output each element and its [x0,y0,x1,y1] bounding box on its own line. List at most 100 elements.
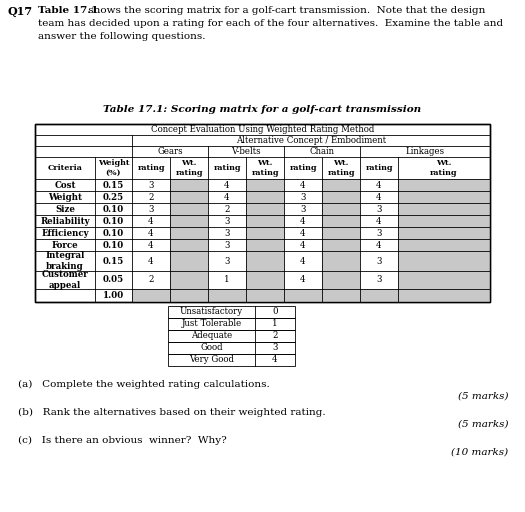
Bar [208,289,246,302]
Text: Table 17.1: Scoring matrix for a golf-cart transmission: Table 17.1: Scoring matrix for a golf-ca… [103,105,421,114]
Bar [398,251,490,271]
Bar [168,342,295,354]
Text: 4: 4 [300,241,306,249]
Bar [170,271,208,289]
Text: 3: 3 [376,257,382,266]
Text: (5 marks): (5 marks) [457,392,508,401]
Text: 4: 4 [148,241,154,249]
Text: Chain: Chain [310,147,334,156]
Text: 4: 4 [300,257,306,266]
Text: 3: 3 [224,257,230,266]
Bar [132,289,170,302]
Text: 2: 2 [148,193,154,202]
Text: answer the following questions.: answer the following questions. [38,32,205,41]
Text: Unsatisfactory: Unsatisfactory [180,308,243,316]
Text: Efficiency: Efficiency [41,228,89,238]
Text: V-belts: V-belts [231,147,261,156]
Bar [322,179,360,191]
Bar [398,289,490,302]
Text: rating: rating [137,164,165,172]
Bar [322,203,360,215]
Bar [398,215,490,227]
Text: 0.10: 0.10 [103,217,124,225]
Text: team has decided upon a rating for each of the four alternatives.  Examine the t: team has decided upon a rating for each … [38,19,503,28]
Bar [360,289,398,302]
Text: Customer
appeal: Customer appeal [41,270,88,290]
Text: 0.05: 0.05 [103,275,124,285]
Text: shows the scoring matrix for a golf-cart transmission.  Note that the design: shows the scoring matrix for a golf-cart… [85,6,486,15]
Text: 4: 4 [300,181,306,189]
Bar [170,289,208,302]
Text: 4: 4 [300,275,306,285]
Bar [170,227,208,239]
Text: rating: rating [213,164,241,172]
Text: 4: 4 [376,193,382,202]
Text: (a)   Complete the weighted rating calculations.: (a) Complete the weighted rating calcula… [18,380,270,389]
Text: Weight
(%): Weight (%) [98,159,129,177]
Bar [322,191,360,203]
Bar [322,271,360,289]
Bar [246,179,284,191]
Text: 3: 3 [148,204,154,214]
Bar [168,354,295,366]
Text: Wt.
rating: Wt. rating [430,159,458,177]
Text: 2: 2 [224,204,230,214]
Text: 3: 3 [224,228,230,238]
Bar [246,251,284,271]
Text: Reliability: Reliability [40,217,90,225]
Text: (c)   Is there an obvious  winner?  Why?: (c) Is there an obvious winner? Why? [18,436,227,445]
Text: 3: 3 [300,204,306,214]
Text: 0.15: 0.15 [103,181,124,189]
Text: Gears: Gears [157,147,183,156]
Text: Alternative Concept / Embodiment: Alternative Concept / Embodiment [236,136,386,145]
Bar [322,239,360,251]
Text: Very Good: Very Good [189,355,234,365]
Text: 4: 4 [224,193,230,202]
Text: 3: 3 [376,204,382,214]
Text: Table 17.1: Table 17.1 [38,6,98,15]
Text: 0.10: 0.10 [103,228,124,238]
Bar [170,203,208,215]
Bar [246,215,284,227]
Bar [246,239,284,251]
Bar [170,239,208,251]
Text: 3: 3 [148,181,154,189]
Bar [246,203,284,215]
Bar [168,318,295,330]
Bar [168,306,295,318]
Text: (10 marks): (10 marks) [451,448,508,457]
Bar [398,203,490,215]
Bar [322,251,360,271]
Text: 2: 2 [148,275,154,285]
Text: 0.10: 0.10 [103,204,124,214]
Text: rating: rating [289,164,317,172]
Text: Wt.
rating: Wt. rating [251,159,279,177]
Bar [170,179,208,191]
Text: 4: 4 [376,181,382,189]
Text: (b)   Rank the alternatives based on their weighted rating.: (b) Rank the alternatives based on their… [18,408,326,417]
Text: Q17: Q17 [8,6,33,17]
Text: 4: 4 [300,228,306,238]
Text: 1.00: 1.00 [103,291,124,300]
Text: 0.25: 0.25 [103,193,124,202]
Bar [322,289,360,302]
Bar [168,330,295,342]
Text: 3: 3 [224,217,230,225]
Text: 3: 3 [376,228,382,238]
Text: 3: 3 [300,193,306,202]
Text: Weight: Weight [48,193,82,202]
Bar [322,227,360,239]
Text: 4: 4 [148,217,154,225]
Text: 4: 4 [376,217,382,225]
Text: (5 marks): (5 marks) [457,420,508,429]
Text: 4: 4 [224,181,230,189]
Text: Criteria: Criteria [48,164,82,172]
Bar [35,124,490,302]
Text: 3: 3 [272,344,278,352]
Text: Wt.
rating: Wt. rating [327,159,355,177]
Bar [170,251,208,271]
Text: 0: 0 [272,308,278,316]
Bar [246,191,284,203]
Text: 0.10: 0.10 [103,241,124,249]
Bar [246,227,284,239]
